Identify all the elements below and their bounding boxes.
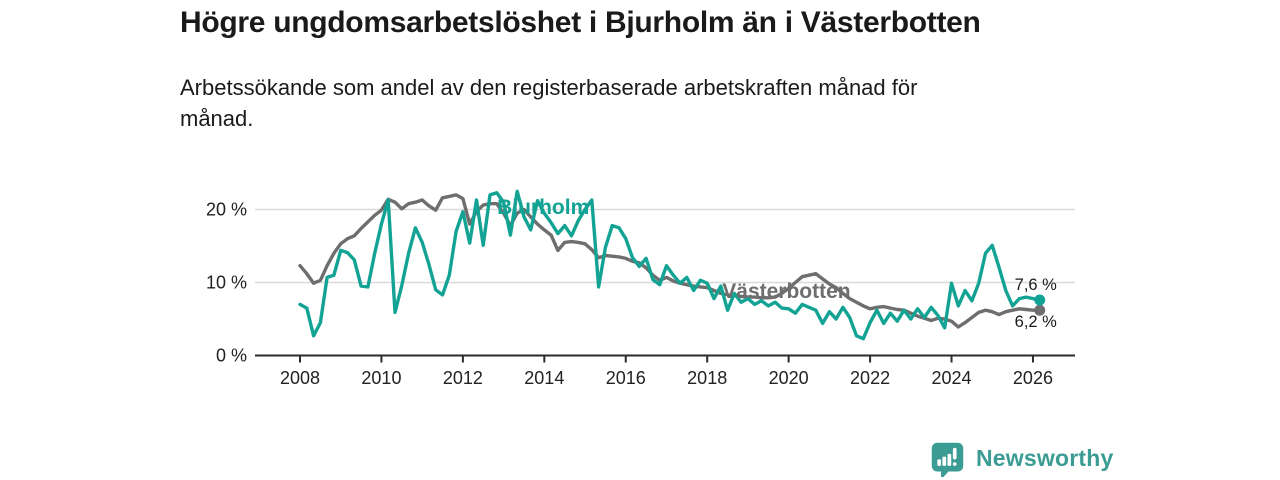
y-axis-tick-label: 20 %: [206, 200, 247, 220]
bjurholm-line: [298, 189, 1042, 341]
x-axis-tick-label: 2010: [361, 368, 401, 388]
västerbotten-end-dot: [1034, 304, 1046, 316]
x-axis-tick-label: 2018: [687, 368, 727, 388]
bjurholm-series-label: Bjurholm: [497, 196, 589, 219]
x-axis-tick-label: 2026: [1013, 368, 1053, 388]
newsworthy-logo: Newsworthy: [929, 440, 1113, 477]
x-axis-tick-label: 2012: [443, 368, 483, 388]
y-axis-tick-label: 10 %: [206, 273, 247, 293]
x-axis-tick-label: 2022: [850, 368, 890, 388]
x-axis-tick-label: 2014: [524, 368, 564, 388]
chart-subtitle: Arbetssökande som andel av den registerb…: [180, 75, 918, 131]
västerbotten-end-value-label: 6,2 %: [1015, 313, 1058, 331]
chart-title: Högre ungdomsarbetslöshet i Bjurholm än …: [180, 6, 981, 39]
x-axis-tick-label: 2008: [280, 368, 320, 388]
x-axis-tick-label: 2020: [769, 368, 809, 388]
brand-name: Newsworthy: [976, 445, 1114, 471]
västerbotten-line: [298, 193, 1042, 329]
x-axis-tick-label: 2016: [606, 368, 646, 388]
bar-chart-speech-bubble-icon: [931, 442, 964, 477]
bjurholm-end-value-label: 7,6 %: [1015, 276, 1058, 294]
västerbotten-series-label: Västerbotten: [722, 280, 850, 303]
bjurholm-end-dot: [1034, 294, 1046, 306]
x-axis-tick-label: 2024: [931, 368, 971, 388]
y-axis-tick-label: 0 %: [216, 346, 247, 366]
